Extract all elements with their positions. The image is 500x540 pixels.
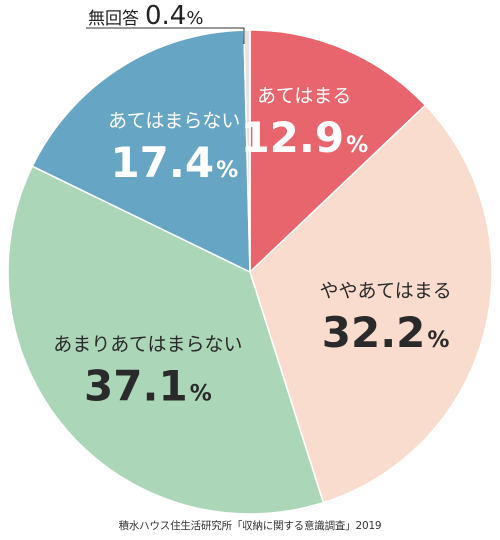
slice-category-label: あまりあてはまらない — [53, 333, 242, 355]
slice-label-3: あまりあてはまらない 37.1% — [53, 333, 242, 410]
slice-value-label: 17.4% — [110, 138, 238, 187]
slice-category-label: ややあてはまる — [319, 280, 451, 302]
pie-labels: あてはまる 12.9% ややあてはまる 32.2% あまりあてはまらない 37.1% あては… — [53, 1, 451, 410]
slice-category-label: あてはまらない — [108, 110, 240, 132]
slice-label-4: あてはまらない 17.4% — [108, 110, 240, 187]
slice-label-2: ややあてはまる 32.2% — [319, 280, 451, 357]
pie-slices — [7, 29, 493, 515]
no-answer-label: 無回答 0.4% — [88, 1, 203, 31]
slice-value-label: 37.1% — [84, 361, 212, 410]
slice-label-1: あてはまる 12.9% — [240, 85, 368, 162]
source-note: 積水ハウス住生活研究所「収納に関する意識調査」2019 — [118, 520, 382, 532]
slice-value-label: 12.9% — [240, 113, 368, 162]
pie-slice-3 — [7, 165, 325, 515]
pie-slice-1 — [249, 29, 427, 274]
pie-slice-4 — [31, 29, 251, 274]
slice-category-label: あてはまる — [257, 85, 351, 107]
slice-value-label: 32.2% — [322, 308, 450, 357]
no-answer-leader-line — [86, 27, 245, 45]
pie-slice-2 — [249, 104, 493, 504]
